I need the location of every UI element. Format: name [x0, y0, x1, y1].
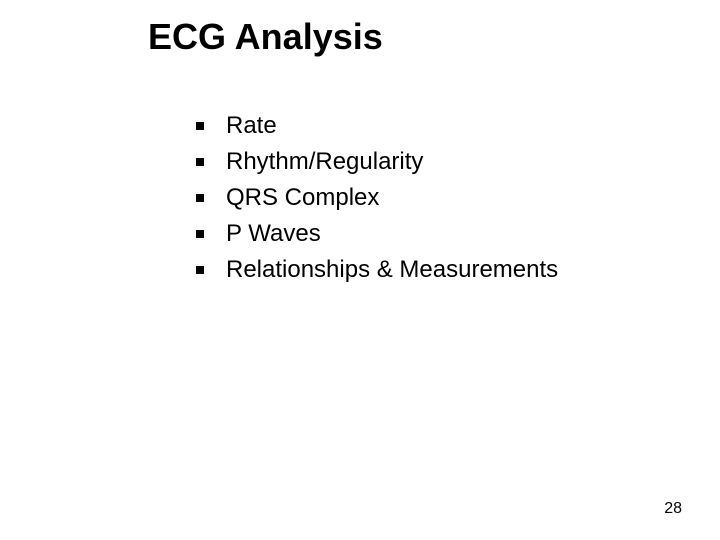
slide: ECG Analysis Rate Rhythm/Regularity QRS …: [0, 0, 720, 540]
list-item: Relationships & Measurements: [196, 252, 558, 288]
square-bullet-icon: [196, 266, 204, 274]
list-item-label: Rate: [226, 112, 277, 140]
list-item-label: QRS Complex: [226, 184, 379, 212]
square-bullet-icon: [196, 194, 204, 202]
list-item: Rhythm/Regularity: [196, 144, 558, 180]
list-item: QRS Complex: [196, 180, 558, 216]
square-bullet-icon: [196, 158, 204, 166]
list-item-label: P Waves: [226, 220, 321, 248]
list-item: P Waves: [196, 216, 558, 252]
list-item-label: Relationships & Measurements: [226, 256, 558, 284]
list-item: Rate: [196, 108, 558, 144]
bullet-list: Rate Rhythm/Regularity QRS Complex P Wav…: [196, 108, 558, 288]
slide-title: ECG Analysis: [148, 16, 383, 58]
list-item-label: Rhythm/Regularity: [226, 148, 423, 176]
page-number: 28: [664, 500, 682, 518]
square-bullet-icon: [196, 230, 204, 238]
square-bullet-icon: [196, 122, 204, 130]
